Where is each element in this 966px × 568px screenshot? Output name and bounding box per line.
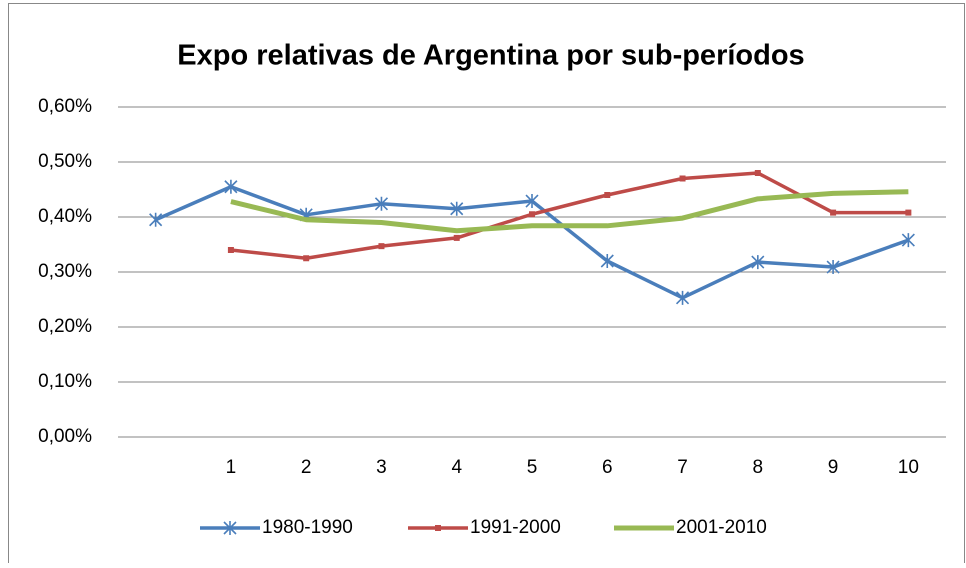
point-marker bbox=[450, 201, 464, 216]
point-marker bbox=[905, 209, 912, 216]
point-marker bbox=[826, 260, 840, 275]
legend-marker bbox=[435, 525, 441, 531]
point-marker bbox=[453, 234, 460, 241]
point-marker bbox=[529, 211, 535, 218]
chart-border bbox=[8, 3, 965, 568]
x-tick-label: 7 bbox=[677, 457, 688, 478]
series-line bbox=[230, 189, 909, 234]
point-marker bbox=[227, 247, 234, 253]
y-tick-label: 0,60% bbox=[38, 96, 92, 117]
x-tick-label: 5 bbox=[527, 457, 538, 478]
legend-label: 1991-2000 bbox=[470, 517, 561, 538]
series-line bbox=[230, 171, 909, 260]
legend-marker bbox=[223, 521, 237, 535]
point-marker bbox=[830, 209, 837, 216]
x-tick-label: 9 bbox=[828, 457, 839, 478]
y-tick-label: 0,50% bbox=[38, 151, 92, 172]
y-tick-label: 0,40% bbox=[38, 206, 92, 227]
point-marker bbox=[679, 175, 686, 182]
y-tick-label: 0,10% bbox=[38, 371, 92, 392]
point-marker bbox=[751, 255, 765, 270]
legend-label: 1980-1990 bbox=[262, 517, 353, 538]
point-marker bbox=[374, 196, 389, 211]
y-tick-label: 0,20% bbox=[38, 316, 92, 337]
legend-label: 2001-2010 bbox=[676, 517, 767, 538]
point-marker bbox=[901, 233, 915, 248]
point-marker bbox=[600, 254, 614, 268]
point-marker bbox=[378, 243, 385, 250]
point-marker bbox=[604, 192, 611, 198]
point-marker bbox=[525, 194, 539, 209]
x-tick-label: 1 bbox=[226, 457, 237, 478]
y-tick-label: 0,00% bbox=[38, 426, 92, 447]
x-tick-label: 3 bbox=[376, 457, 387, 478]
point-marker bbox=[303, 255, 310, 262]
y-tick-label: 0,30% bbox=[38, 261, 92, 282]
x-tick-label: 10 bbox=[898, 457, 919, 478]
x-tick-label: 8 bbox=[753, 457, 764, 478]
point-marker bbox=[149, 212, 163, 227]
point-marker bbox=[224, 179, 238, 194]
x-tick-label: 4 bbox=[451, 457, 462, 478]
chart-title: Expo relativas de Argentina por sub-perí… bbox=[177, 40, 804, 72]
point-marker bbox=[675, 290, 690, 305]
point-marker bbox=[754, 170, 761, 176]
x-tick-label: 2 bbox=[301, 457, 312, 478]
x-tick-label: 6 bbox=[602, 457, 613, 478]
